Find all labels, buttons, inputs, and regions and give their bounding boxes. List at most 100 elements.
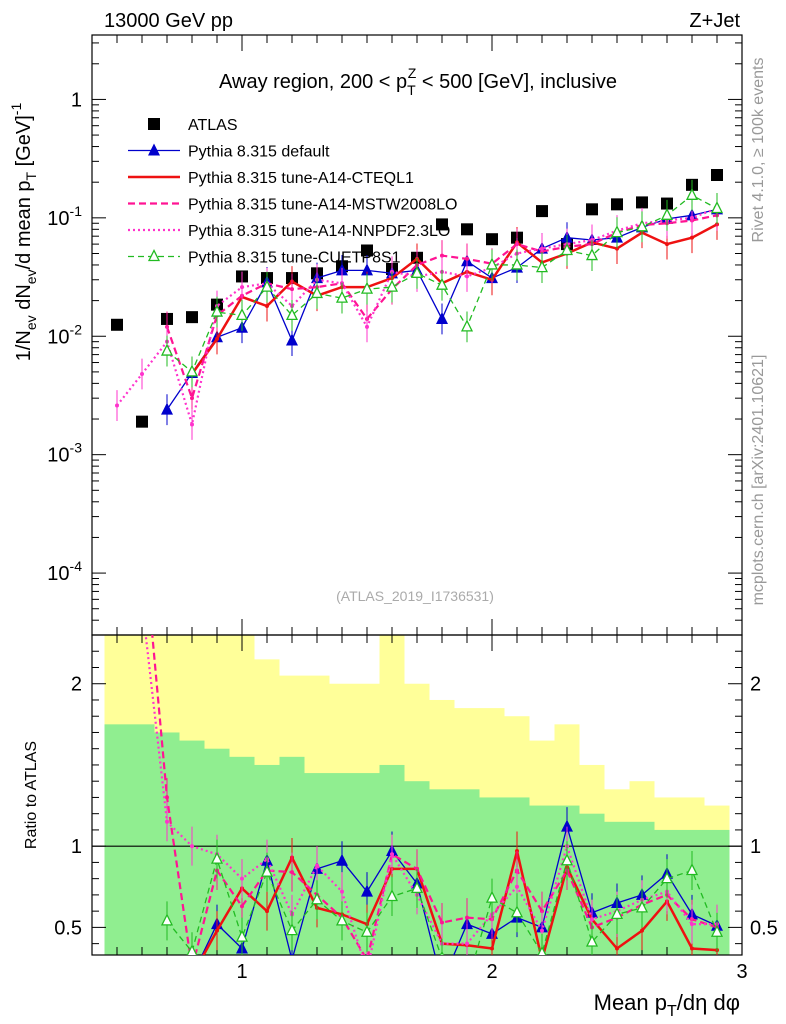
ratio-point [462,978,472,988]
data-point-atlas [361,244,373,257]
ratio-point [335,913,349,926]
ratio-y-tick-label-right: 2 [750,674,761,696]
ratio-point [340,889,344,894]
ratio-point [439,950,445,955]
ratio-point [165,819,169,824]
data-point [310,285,324,299]
ratio-point [540,958,544,962]
series-line [190,223,718,375]
data-point [161,402,173,415]
data-point [285,307,299,321]
data-point [190,422,194,427]
ratio-y-axis-title: Ratio to ATLAS [23,741,40,849]
ratio-point [215,928,219,933]
ratio-point [265,909,269,914]
legend-item-pythia-8-315-tune-a14-nnpdf2-3lo: Pythia 8.315 tune-A14-NNPDF2.3LO [128,223,450,240]
ratio-point [361,884,373,897]
data-point-atlas [186,311,198,324]
data-point [265,304,269,309]
ratio-point [635,900,649,913]
data-point [385,279,399,292]
data-point [590,237,594,242]
ratio-point [610,906,624,920]
ratio-point [160,913,174,926]
data-point [610,225,624,238]
ratio-band-inner [129,724,155,955]
ratio-point [336,853,348,866]
data-point [235,307,249,321]
data-point-atlas [536,205,548,218]
ratio-point [385,889,399,902]
legend-label: Pythia 8.315 tune-A14-NNPDF2.3LO [188,223,450,240]
ratio-line [201,824,718,955]
ratio-point [561,819,573,832]
ratio-point [140,601,144,605]
ratio-point [240,876,244,881]
data-point [560,243,574,256]
data-point-atlas [611,198,623,211]
ratio-y-tick-label-right: 0.5 [750,917,778,939]
ratio-point [465,915,469,920]
ratio-point [290,952,294,955]
data-point [510,257,524,270]
ratio-point [510,905,524,918]
data-point [690,215,694,220]
y-tick-label: 10-2 [47,321,82,348]
data-point [240,285,244,290]
ratio-point [165,795,169,800]
ratio-y-tick-label: 0.5 [54,917,82,939]
legend-marker [147,249,161,262]
x-tick-label: 1 [236,961,247,983]
data-point [361,263,373,276]
ratio-point [285,923,299,936]
ratio-band-inner [104,724,130,955]
data-point [635,219,649,232]
ratio-point [190,966,194,970]
y-tick-label: 10-4 [47,558,82,585]
data-point [660,207,674,220]
data-point [436,311,448,324]
data-point [465,274,469,279]
ratio-point [690,922,694,927]
ratio-point [440,920,444,925]
data-point [585,248,599,261]
ratio-point [365,969,369,973]
ratio-point [190,974,194,978]
legend-item-pythia-8-315-tune-a14-cteql1: Pythia 8.315 tune-A14-CTEQL1 [128,170,414,187]
ratio-point [515,884,519,889]
mcplots-credit-label: mcplots.cern.ch [arXiv:2401.10621] [750,355,767,606]
ratio-y-tick-label: 1 [71,836,82,858]
legend-item-pythia-8-315-tune-a14-mstw2008lo: Pythia 8.315 tune-A14-MSTW2008LO [128,197,457,214]
ratio-point [485,890,499,903]
ratio-point [315,863,319,868]
ratio-point [365,958,369,962]
y-tick-label: 10-1 [47,203,82,230]
data-point [535,260,549,273]
data-point [365,324,369,329]
y-tick-label: 10-3 [47,440,82,467]
ratio-point [590,917,594,922]
ratio-point [235,929,249,942]
ratio-point [190,844,194,849]
energy-label: 13000 GeV pp [104,10,233,32]
ratio-point [540,928,544,933]
legend-label: Pythia 8.315 tune-CUETP8S1 [188,250,401,267]
ratio-point [465,941,469,946]
legend-item-atlas: ATLAS [148,117,238,134]
data-point-atlas [136,415,148,428]
ratio-point [690,946,694,951]
legend-item-pythia-8-315-tune-cuetp8s1: Pythia 8.315 tune-CUETP8S1 [128,249,401,267]
ratio-line [144,635,717,955]
data-point [185,364,199,377]
data-point [465,256,469,261]
data-point-atlas [711,169,723,182]
ratio-point [585,934,599,947]
data-point [665,242,669,247]
data-point [215,336,219,341]
data-point [485,257,499,270]
data-point [210,304,224,317]
ratio-point [560,853,574,866]
data-point [115,403,119,408]
ratio-point [210,851,224,864]
